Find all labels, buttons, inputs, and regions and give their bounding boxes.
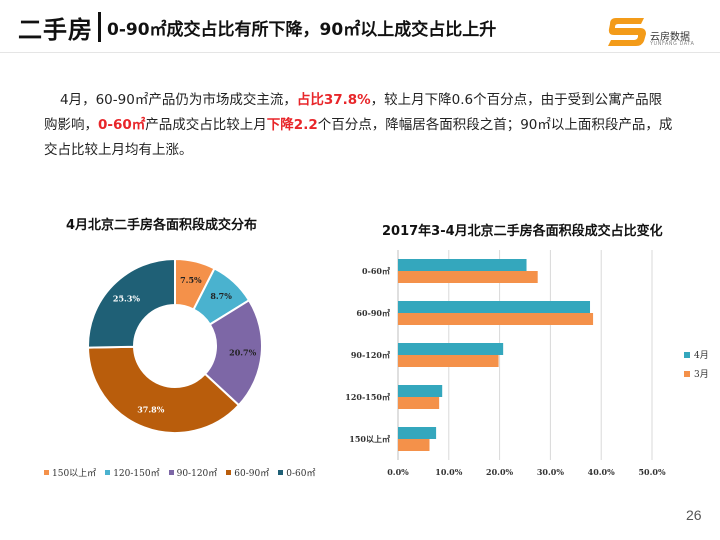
title-divider [98, 12, 101, 42]
donut-legend-item: 150以上㎡ [44, 466, 96, 479]
bar-april [398, 259, 527, 271]
legend-swatch [684, 351, 690, 358]
donut-data-label: 8.7% [210, 291, 232, 301]
donut-slice [87, 257, 176, 349]
legend-swatch [44, 470, 49, 475]
legend-label: 0-60㎡ [286, 469, 316, 479]
para-text-1: 4月，60-90㎡产品仍为市场成交主流， [60, 92, 297, 108]
donut-slice [203, 298, 263, 407]
bar-april [398, 427, 437, 439]
legend-label: 90-120㎡ [176, 469, 218, 479]
header-divider [0, 52, 720, 53]
legend-label: 60-90㎡ [234, 469, 270, 479]
bar-march [398, 439, 430, 451]
bar-march [398, 355, 499, 367]
para-text-2: ，较上月下降0.6个百分点，由于受到公寓产品限购影响， [44, 92, 663, 133]
bar-legend: 4月 3月 [684, 345, 709, 383]
bar-april [398, 343, 504, 355]
x-tick-label: 30.0% [537, 467, 564, 477]
y-category-label: 60-90㎡ [356, 308, 390, 318]
bar-march [398, 313, 594, 325]
y-category-label: 0-60㎡ [362, 266, 390, 276]
legend-swatch [278, 470, 284, 475]
legend-label: 4月 [694, 351, 709, 361]
yunfang-logo-icon [608, 18, 646, 46]
para-highlight-3: 下降2.2 [266, 117, 318, 133]
bar-march [398, 271, 538, 283]
page-subtitle: 0-90㎡成交占比有所下降，90㎡以上成交占比上升 [107, 19, 497, 40]
logo-text: 云房数据 [650, 32, 690, 43]
para-text-4: 个百分点，降幅居各面积段之首；90㎡以上面积段产品，成交占比较上月均有上涨。 [44, 117, 673, 158]
donut-slice [86, 345, 241, 434]
slide-header: 二手房 0-90㎡成交占比有所下降，90㎡以上成交占比上升 [18, 10, 496, 44]
y-category-label: 120-150㎡ [345, 392, 390, 402]
x-tick-label: 50.0% [638, 467, 665, 477]
legend-label: 150以上㎡ [52, 469, 97, 479]
bar-legend-item: 4月 [684, 345, 709, 364]
legend-swatch [105, 470, 111, 475]
logo-subtext: YUNFANG DATA [650, 41, 695, 47]
donut-chart-title: 4月北京二手房各面积段成交分布 [66, 218, 258, 233]
legend-swatch [684, 370, 690, 377]
x-tick-label: 40.0% [588, 467, 615, 477]
page-title: 二手房 [18, 15, 93, 44]
bar-legend-item: 3月 [684, 364, 709, 383]
bar-april [398, 385, 443, 397]
y-category-label: 90-120㎡ [351, 350, 390, 360]
bar-chart-title: 2017年3-4月北京二手房各面积段成交占比变化 [382, 224, 663, 239]
para-highlight-1: 占比37.8% [296, 92, 371, 108]
legend-label: 120-150㎡ [113, 469, 160, 479]
donut-data-label: 20.7% [229, 348, 256, 358]
x-tick-label: 20.0% [486, 467, 513, 477]
page-number: 26 [686, 507, 702, 523]
legend-swatch [226, 470, 232, 475]
donut-data-label: 7.5% [180, 275, 202, 285]
donut-legend: 150以上㎡ 120-150㎡ 90-120㎡ 60-90㎡ 0-60㎡ [44, 466, 324, 479]
bar-march [398, 397, 440, 409]
donut-legend-item: 90-120㎡ [168, 466, 218, 479]
legend-swatch [168, 470, 174, 475]
para-text-3: 产品成交占比较上月 [145, 117, 267, 133]
donut-data-label: 37.8% [137, 405, 164, 415]
summary-paragraph: 4月，60-90㎡产品仍为市场成交主流，占比37.8%，较上月下降0.6个百分点… [44, 88, 674, 163]
donut-legend-item: 60-90㎡ [226, 466, 269, 479]
donut-legend-item: 120-150㎡ [105, 466, 160, 479]
x-tick-label: 10.0% [435, 467, 462, 477]
legend-label: 3月 [694, 370, 709, 380]
donut-data-label: 25.3% [113, 293, 140, 303]
bar-april [398, 301, 591, 313]
para-highlight-2: 0-60㎡ [98, 117, 146, 133]
y-category-label: 150以上㎡ [349, 434, 390, 444]
donut-legend-item: 0-60㎡ [278, 466, 315, 479]
x-tick-label: 0.0% [387, 467, 409, 477]
